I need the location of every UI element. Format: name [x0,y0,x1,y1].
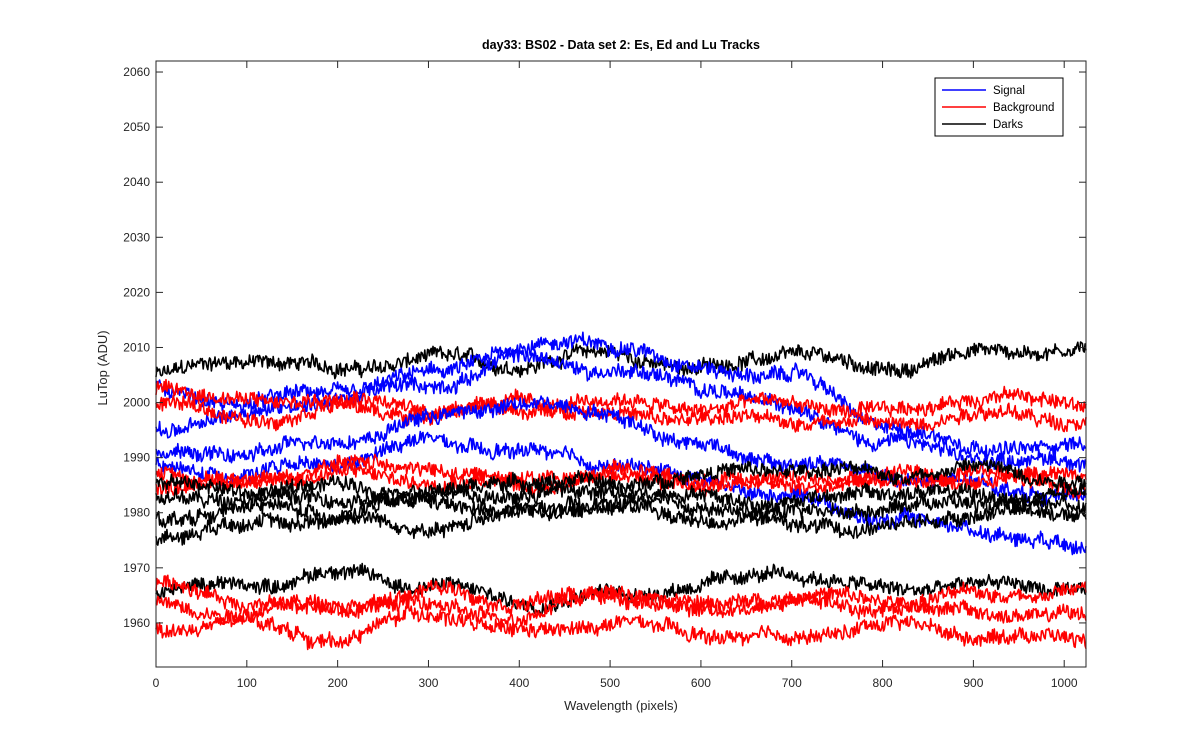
y-tick-label: 2020 [123,285,150,299]
y-tick-label: 1960 [123,616,150,630]
series-line-background [155,458,1087,500]
series-layer [155,331,1087,651]
series-line-background [155,585,1087,628]
x-tick-label: 500 [600,676,620,690]
x-tick-label: 900 [963,676,983,690]
y-axis-label: LuTop (ADU) [95,330,110,405]
x-tick-label: 600 [691,676,711,690]
legend-label-background: Background [993,102,1054,114]
legend-label-darks: Darks [993,119,1023,131]
y-tick-label: 1980 [123,506,150,520]
y-tick-label: 1970 [123,561,150,575]
x-tick-label: 300 [418,676,438,690]
series-line-signal [155,346,1087,473]
chart-title: day33: BS02 - Data set 2: Es, Ed and Lu … [482,38,760,52]
x-tick-label: 1000 [1051,676,1078,690]
legend: Signal Background Darks [934,77,1064,137]
x-tick-label: 400 [509,676,529,690]
series-line-background [155,604,1087,651]
y-tick-label: 2050 [123,120,150,134]
y-axis: 1960 1970 1980 1990 2000 2010 2020 2030 2040 2050… [123,65,1086,630]
x-tick-label: 700 [782,676,802,690]
y-tick-label: 2060 [123,65,150,79]
y-tick-label: 1990 [123,451,150,465]
series-line-background [155,394,1087,433]
x-axis-label: Wavelength (pixels) [564,698,678,713]
series-line-signal [155,331,1087,461]
x-tick-label: 0 [153,676,160,690]
series-line-background [155,378,1087,422]
series-line-darks [155,482,1087,516]
plot-frame [155,60,1087,668]
series-line-darks [155,498,1087,546]
y-tick-label: 2010 [123,340,150,354]
y-tick-label: 2040 [123,175,150,189]
x-tick-label: 200 [328,676,348,690]
x-tick-label: 800 [873,676,893,690]
x-tick-label: 100 [237,676,257,690]
legend-label-signal: Signal [993,85,1025,97]
y-tick-label: 2000 [123,396,150,410]
y-tick-label: 2030 [123,230,150,244]
x-axis: 0 100 200 300 400 500 600 700 800 900 1000 [153,61,1078,690]
